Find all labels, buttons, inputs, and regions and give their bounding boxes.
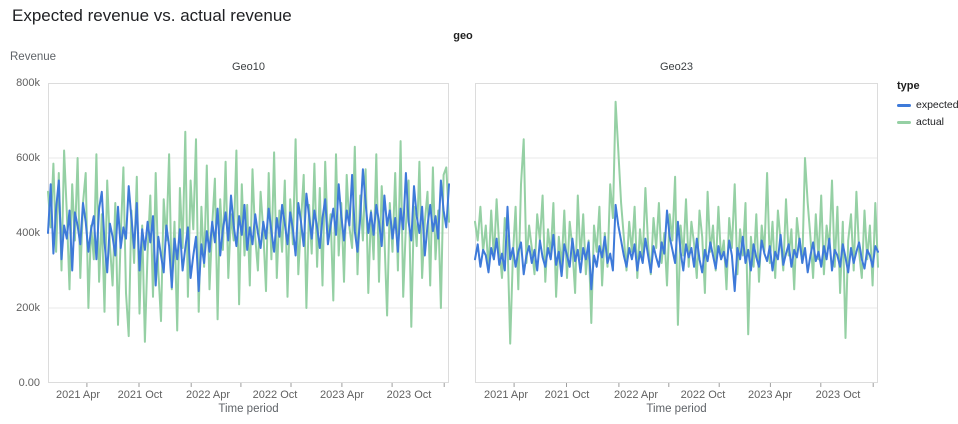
legend-entry-expected[interactable]: expected — [897, 99, 958, 111]
legend-swatch-expected-icon — [897, 103, 911, 107]
y-tick-label: 600k — [16, 152, 40, 164]
legend: type expected actual — [897, 80, 958, 133]
x-tick-label: 2022 Apr — [613, 389, 659, 401]
y-tick-label: 400k — [16, 227, 40, 239]
facet-title-geo10: Geo10 — [231, 61, 266, 73]
x-tick-label: 2022 Oct — [680, 389, 726, 401]
y-tick-label: 200k — [16, 302, 40, 314]
x-tick-label: 2023 Apr — [319, 389, 365, 401]
facet-title-geo23: Geo23 — [659, 61, 694, 73]
chart-title: Expected revenue vs. actual revenue — [12, 6, 292, 25]
legend-entry-actual[interactable]: actual — [897, 116, 958, 128]
facet-plot-geo10[interactable] — [47, 83, 450, 387]
x-tick-label: 2021 Oct — [117, 389, 163, 401]
y-tick-label: 800k — [16, 77, 40, 89]
facet-field-label: geo — [453, 30, 473, 42]
x-axis-title: Time period — [646, 403, 707, 415]
legend-swatch-actual-icon — [897, 120, 911, 124]
legend-label: expected — [916, 99, 958, 111]
x-tick-label: 2023 Oct — [386, 389, 432, 401]
y-tick-label: 0.00 — [18, 377, 40, 389]
x-tick-label: 2021 Apr — [483, 389, 529, 401]
x-tick-label: 2021 Oct — [544, 389, 590, 401]
facet-plot-geo23[interactable] — [474, 83, 879, 387]
x-tick-label: 2022 Apr — [185, 389, 231, 401]
legend-label: actual — [916, 116, 945, 128]
x-tick-label: 2021 Apr — [55, 389, 101, 401]
x-tick-label: 2023 Oct — [815, 389, 861, 401]
y-axis-title: Revenue — [10, 51, 57, 63]
x-tick-label: 2022 Oct — [252, 389, 298, 401]
x-tick-label: 2023 Apr — [747, 389, 793, 401]
x-axis-title: Time period — [218, 403, 279, 415]
legend-title: type — [897, 80, 920, 92]
